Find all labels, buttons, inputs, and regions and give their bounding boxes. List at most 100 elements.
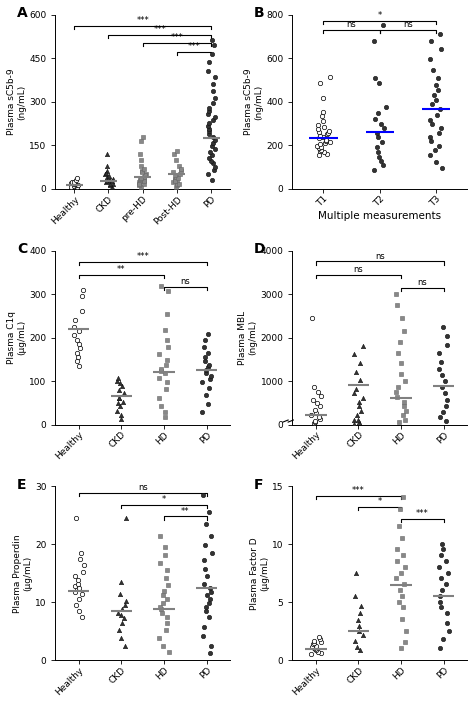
Point	[70, 321, 78, 332]
Point	[164, 579, 172, 591]
Point	[205, 347, 212, 358]
Point	[438, 538, 446, 549]
Point	[400, 550, 407, 561]
Point	[208, 640, 215, 651]
Point	[357, 601, 365, 612]
Point	[205, 126, 213, 137]
Point	[394, 382, 401, 393]
Point	[374, 132, 382, 143]
Point	[392, 288, 400, 299]
Point	[75, 339, 83, 350]
Point	[73, 334, 81, 346]
Point	[164, 341, 172, 353]
Point	[314, 123, 322, 134]
Point	[109, 173, 116, 184]
Point	[211, 72, 219, 83]
Point	[137, 149, 144, 160]
Point	[103, 171, 111, 182]
Point	[114, 607, 121, 618]
Point	[201, 356, 209, 367]
Point	[378, 137, 386, 148]
Point	[316, 139, 324, 150]
Point	[436, 590, 443, 601]
Point	[432, 80, 440, 91]
Point	[161, 324, 169, 335]
Point	[75, 325, 83, 337]
Point	[71, 570, 79, 582]
Point	[435, 127, 443, 139]
Point	[401, 414, 409, 425]
Point	[140, 178, 148, 189]
Point	[398, 567, 405, 578]
Point	[118, 617, 125, 628]
Point	[141, 169, 148, 180]
Point	[310, 417, 318, 429]
Point	[170, 149, 178, 160]
Point	[357, 406, 365, 417]
Point	[200, 555, 207, 566]
Point	[74, 578, 82, 589]
Point	[69, 177, 76, 188]
Point	[209, 49, 216, 60]
Point	[431, 144, 439, 156]
Point	[79, 588, 86, 599]
Point	[436, 104, 444, 115]
Point	[121, 600, 129, 611]
Point	[312, 407, 319, 418]
Text: ns: ns	[354, 265, 364, 274]
Point	[206, 103, 213, 114]
Point	[135, 177, 143, 188]
Point	[119, 396, 127, 408]
Point	[393, 299, 401, 310]
Point	[211, 92, 219, 103]
Point	[315, 631, 323, 643]
Point	[162, 359, 170, 370]
Point	[157, 281, 165, 292]
Point	[379, 20, 387, 31]
Point	[316, 414, 324, 425]
Point	[199, 407, 206, 418]
Point	[205, 56, 212, 68]
Point	[116, 377, 124, 389]
Point	[426, 149, 434, 161]
Point	[443, 608, 451, 619]
Point	[397, 358, 404, 369]
Point	[173, 180, 180, 191]
Point	[172, 169, 179, 180]
Point	[373, 127, 381, 139]
Text: **: **	[117, 265, 126, 274]
Point	[442, 579, 450, 590]
Point	[116, 401, 124, 412]
Point	[140, 175, 147, 186]
Point	[203, 570, 210, 582]
Point	[374, 146, 382, 158]
Text: ns: ns	[181, 277, 190, 286]
Point	[427, 35, 434, 46]
Point	[354, 641, 361, 653]
Point	[156, 557, 164, 568]
Point	[356, 625, 363, 636]
Point	[104, 165, 111, 177]
Point	[377, 118, 385, 130]
Text: ***: ***	[416, 509, 428, 518]
Point	[200, 621, 208, 632]
Point	[138, 165, 146, 177]
Point	[209, 114, 217, 125]
Point	[162, 367, 169, 379]
Point	[354, 615, 362, 626]
Point	[204, 120, 211, 131]
Point	[359, 340, 367, 351]
Point	[393, 544, 401, 555]
Point	[437, 602, 445, 613]
Point	[72, 175, 80, 186]
Point	[155, 633, 163, 644]
Text: ***: ***	[352, 486, 365, 495]
Point	[163, 572, 170, 584]
Point	[310, 382, 318, 393]
Point	[374, 108, 382, 119]
Point	[202, 389, 210, 401]
Point	[205, 598, 213, 609]
Point	[320, 146, 328, 158]
Point	[106, 178, 114, 189]
Point	[160, 585, 168, 596]
